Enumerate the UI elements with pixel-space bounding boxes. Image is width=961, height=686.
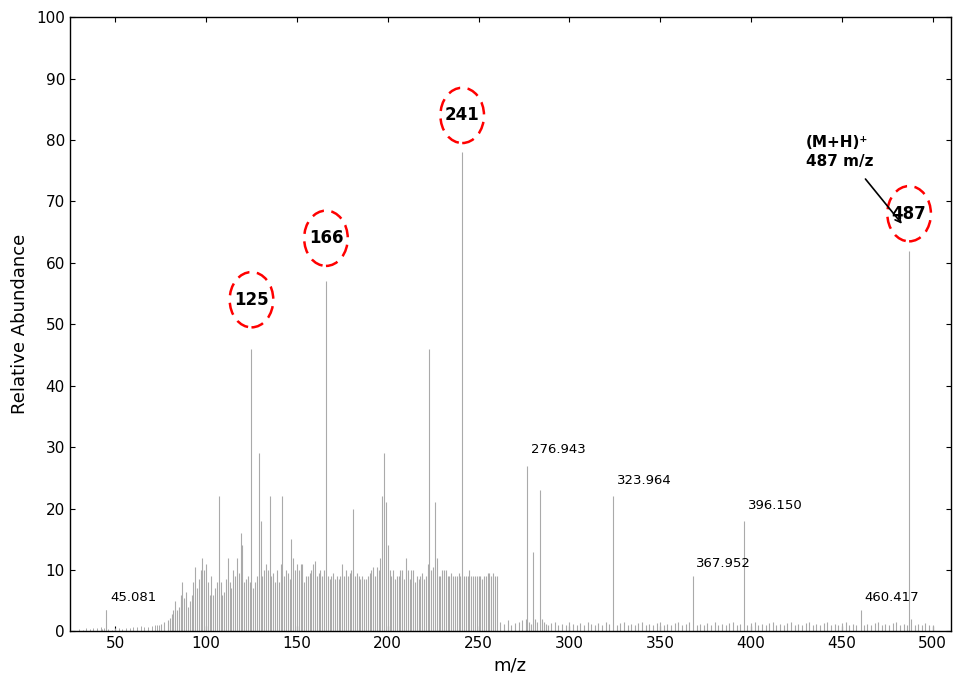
Text: 276.943: 276.943 xyxy=(530,443,585,456)
Text: 45.081: 45.081 xyxy=(110,591,156,604)
Text: 396.150: 396.150 xyxy=(747,499,801,512)
Text: 487: 487 xyxy=(891,204,925,223)
Y-axis label: Relative Abundance: Relative Abundance xyxy=(12,234,29,414)
Text: 460.417: 460.417 xyxy=(864,591,918,604)
Text: (M+H)⁺
487 m/z: (M+H)⁺ 487 m/z xyxy=(804,135,873,169)
Text: 125: 125 xyxy=(234,291,268,309)
Text: 241: 241 xyxy=(444,106,480,124)
Text: 323.964: 323.964 xyxy=(616,474,671,487)
Text: 166: 166 xyxy=(308,229,343,247)
Text: 367.952: 367.952 xyxy=(696,557,751,570)
X-axis label: m/z: m/z xyxy=(493,657,527,675)
